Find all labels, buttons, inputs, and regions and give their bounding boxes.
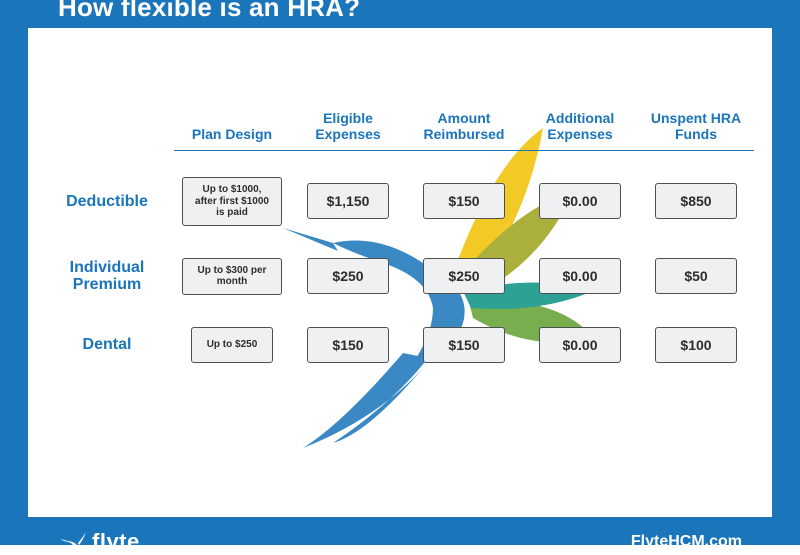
- value-box: $0.00: [539, 327, 621, 363]
- table-row: Dental Up to $250 $150 $150 $0.00 $100: [46, 327, 754, 363]
- value-box: Up to $1000, after first $1000 is paid: [182, 177, 282, 226]
- value-box: $0.00: [539, 183, 621, 219]
- table-cell: $150: [406, 183, 522, 219]
- table-row: Deductible Up to $1000, after first $1000…: [46, 177, 754, 226]
- table-cell: $50: [638, 258, 754, 294]
- table-cell: Up to $300 per month: [174, 258, 290, 295]
- value-box: $150: [423, 327, 505, 363]
- footer-url: FlyteHCM.com: [631, 533, 742, 551]
- table-cell: $150: [290, 327, 406, 363]
- table-cell: $250: [406, 258, 522, 294]
- value-box: $250: [307, 258, 389, 294]
- value-box: Up to $300 per month: [182, 258, 282, 295]
- row-label: Dental: [46, 336, 174, 354]
- table-cell: $1,150: [290, 183, 406, 219]
- table-cell: $150: [406, 327, 522, 363]
- value-box: $100: [655, 327, 737, 363]
- table-cell: $250: [290, 258, 406, 294]
- value-box: $850: [655, 183, 737, 219]
- table-cell: Up to $1000, after first $1000 is paid: [174, 177, 290, 226]
- table-cell: $0.00: [522, 327, 638, 363]
- table-cell: $100: [638, 327, 754, 363]
- value-box: $50: [655, 258, 737, 294]
- value-box: $150: [307, 327, 389, 363]
- value-box: $150: [423, 183, 505, 219]
- row-label: Deductible: [46, 193, 174, 211]
- hra-table: Plan Design Eligible Expenses Amount Rei…: [46, 110, 754, 395]
- page-title: How flexible is an HRA?: [58, 0, 360, 23]
- col-additional-expenses: Additional Expenses: [522, 110, 638, 150]
- row-label: IndividualPremium: [46, 259, 174, 294]
- value-box: Up to $250: [191, 327, 273, 363]
- footer: flyte HUMAN CAPITAL MANAGEMENT FlyteHCM.…: [58, 529, 742, 555]
- table-cell: $0.00: [522, 258, 638, 294]
- table-cell: $0.00: [522, 183, 638, 219]
- logo-subtitle: HUMAN CAPITAL MANAGEMENT: [144, 545, 251, 551]
- col-amount-reimbursed: Amount Reimbursed: [406, 110, 522, 150]
- logo-text: flyte: [92, 529, 140, 555]
- value-box: $250: [423, 258, 505, 294]
- col-unspent-funds: Unspent HRA Funds: [638, 110, 754, 150]
- col-plan-design: Plan Design: [174, 126, 290, 150]
- table-cell: Up to $250: [174, 327, 290, 363]
- col-eligible-expenses: Eligible Expenses: [290, 110, 406, 150]
- table-row: IndividualPremiumUp to $300 per month $25…: [46, 258, 754, 295]
- bird-icon: [58, 531, 86, 553]
- flyte-logo: flyte HUMAN CAPITAL MANAGEMENT: [58, 529, 251, 555]
- value-box: $0.00: [539, 258, 621, 294]
- value-box: $1,150: [307, 183, 389, 219]
- table-cell: $850: [638, 183, 754, 219]
- column-headers: Plan Design Eligible Expenses Amount Rei…: [46, 110, 754, 150]
